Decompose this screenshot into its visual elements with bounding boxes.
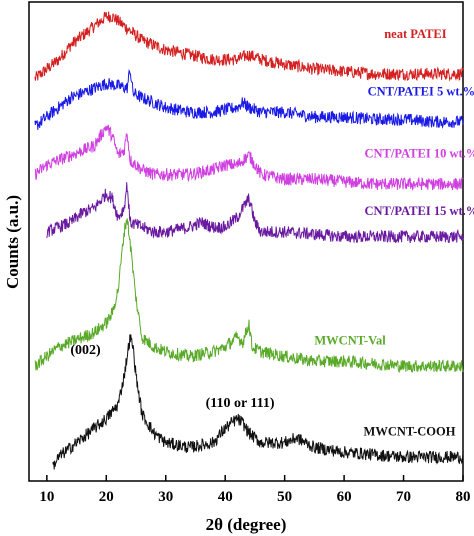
peak-annotation: (002) bbox=[70, 343, 101, 358]
x-tick-label: 20 bbox=[99, 489, 114, 505]
x-tick-label: 30 bbox=[158, 489, 173, 505]
series-label-3: CNT/PATEI 10 wt.% bbox=[364, 147, 474, 161]
x-axis-ticks: 10 20 30 40 50 60 70 80 bbox=[39, 475, 471, 505]
series-label-1: neat PATEI bbox=[384, 27, 447, 41]
series-line-2 bbox=[34, 69, 464, 130]
plot-frame bbox=[28, 1, 464, 482]
series-line-3 bbox=[34, 124, 464, 191]
series-label-5: MWCNT-Val bbox=[314, 333, 386, 347]
series-lines bbox=[34, 11, 464, 470]
series-line-6 bbox=[52, 334, 464, 470]
x-tick-label: 80 bbox=[456, 489, 471, 505]
series-label-4: CNT/PATEI 15 wt.% bbox=[364, 204, 474, 218]
peak-annotation: (110 or 111) bbox=[206, 396, 275, 411]
x-tick-label: 10 bbox=[39, 489, 54, 505]
x-tick-label: 60 bbox=[337, 489, 352, 505]
x-tick-label: 50 bbox=[277, 489, 292, 505]
series-labels: neat PATEI CNT/PATEI 5 wt.% CNT/PATEI 10 w… bbox=[314, 27, 474, 439]
x-tick-label: 40 bbox=[218, 489, 233, 505]
x-axis-title: 2θ (degree) bbox=[206, 515, 287, 534]
y-axis-title: Counts (a.u.) bbox=[3, 195, 22, 289]
series-label-2: CNT/PATEI 5 wt.% bbox=[368, 84, 474, 98]
peak-annotations: (002) (110 or 111) bbox=[70, 343, 275, 411]
series-line-1 bbox=[34, 11, 464, 82]
x-tick-label: 70 bbox=[396, 489, 411, 505]
series-label-6: MWCNT-COOH bbox=[364, 424, 456, 438]
series-line-4 bbox=[46, 182, 464, 244]
series-line-5 bbox=[34, 218, 464, 374]
